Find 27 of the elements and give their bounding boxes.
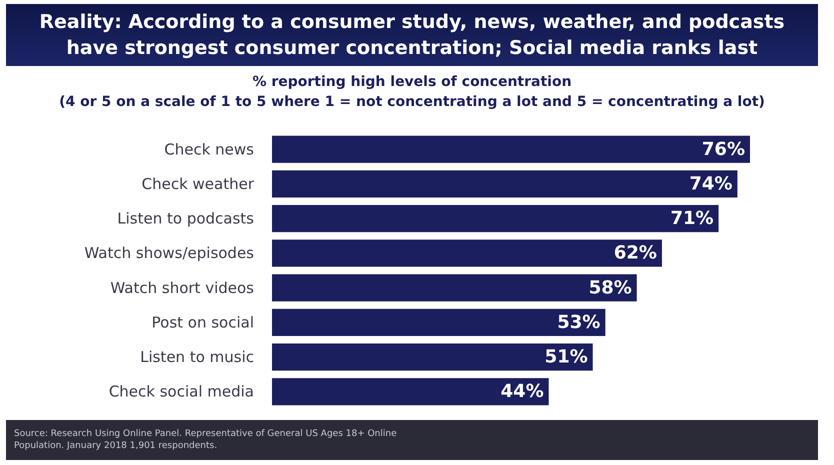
- y-tick-label: Check news: [164, 140, 254, 158]
- data-label: 51%: [544, 346, 588, 368]
- bar: [272, 344, 593, 371]
- bar: [272, 136, 750, 163]
- bar: [272, 274, 637, 302]
- y-tick-label: Watch shows/episodes: [84, 244, 254, 262]
- y-tick-label: Check weather: [142, 174, 255, 193]
- bar: [272, 240, 662, 267]
- data-label: 62%: [614, 242, 657, 264]
- y-tick-label: Listen to podcasts: [117, 210, 254, 228]
- bar: [272, 308, 606, 336]
- data-label: 58%: [588, 277, 632, 298]
- data-label: 53%: [557, 312, 600, 333]
- data-label: 44%: [500, 381, 544, 402]
- bar: [272, 170, 738, 198]
- data-label: 76%: [702, 138, 745, 160]
- bar: [272, 205, 719, 232]
- chart-title: Reality: According to a consumer study, news, weather, and podcasts have strongest consumer concentration; Social media ranks last: [6, 4, 818, 66]
- chart-subtitle: % reporting high levels of concentration (4 or 5 on a scale of 1 to 5 where 1 = not concentrating a lot and 5 = concentrating a lot): [58, 73, 766, 112]
- y-tick-label: Listen to music: [140, 348, 254, 366]
- bar: [272, 378, 549, 406]
- data-label: 74%: [689, 173, 732, 194]
- source-note: Source: Research Using Online Panel. Representative of General US Ages 18+ Online Population. January 2018 1,901 respondents.: [14, 428, 398, 452]
- y-tick-label: Check social media: [108, 382, 254, 401]
- data-label: 71%: [670, 208, 714, 230]
- y-tick-label: Post on social: [152, 313, 254, 332]
- y-tick-label: Watch short videos: [110, 278, 254, 297]
